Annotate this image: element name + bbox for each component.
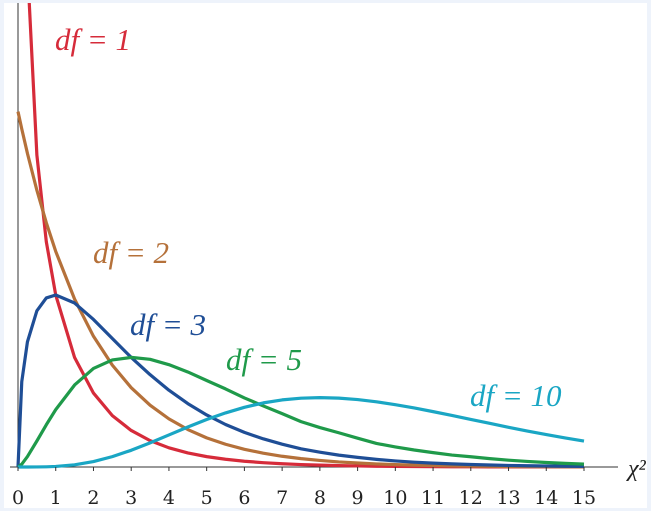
x-tick-label: 6 bbox=[238, 487, 250, 509]
x-tick-label: 2 bbox=[87, 487, 99, 509]
x-tick-label: 15 bbox=[572, 487, 596, 509]
curves bbox=[16, 3, 585, 469]
x-tick-label: 0 bbox=[12, 487, 24, 509]
x-tick-label: 14 bbox=[534, 487, 558, 509]
series-label: df = 2 bbox=[93, 235, 169, 270]
x-tick-label: 4 bbox=[163, 487, 175, 509]
x-tick-label: 7 bbox=[276, 487, 288, 509]
series-label: df = 5 bbox=[226, 342, 302, 377]
series-label: df = 10 bbox=[470, 378, 562, 413]
x-tick-label: 3 bbox=[125, 487, 137, 509]
series-label: df = 1 bbox=[55, 22, 131, 57]
x-tick-label: 5 bbox=[201, 487, 213, 509]
x-tick-label: 9 bbox=[352, 487, 364, 509]
x-tick-label: 11 bbox=[421, 487, 445, 509]
series-line bbox=[17, 355, 585, 469]
series-line bbox=[16, 293, 585, 468]
plot-background bbox=[4, 3, 647, 508]
series-line bbox=[18, 396, 585, 469]
x-tick-label: 10 bbox=[383, 487, 407, 509]
x-tick-label: 12 bbox=[459, 487, 483, 509]
x-tick-label: 1 bbox=[50, 487, 62, 509]
x-tick-label: 8 bbox=[314, 487, 326, 509]
x-tick-label: 13 bbox=[496, 487, 520, 509]
x-axis-label: χ² bbox=[626, 456, 647, 482]
series-label: df = 3 bbox=[130, 307, 206, 342]
